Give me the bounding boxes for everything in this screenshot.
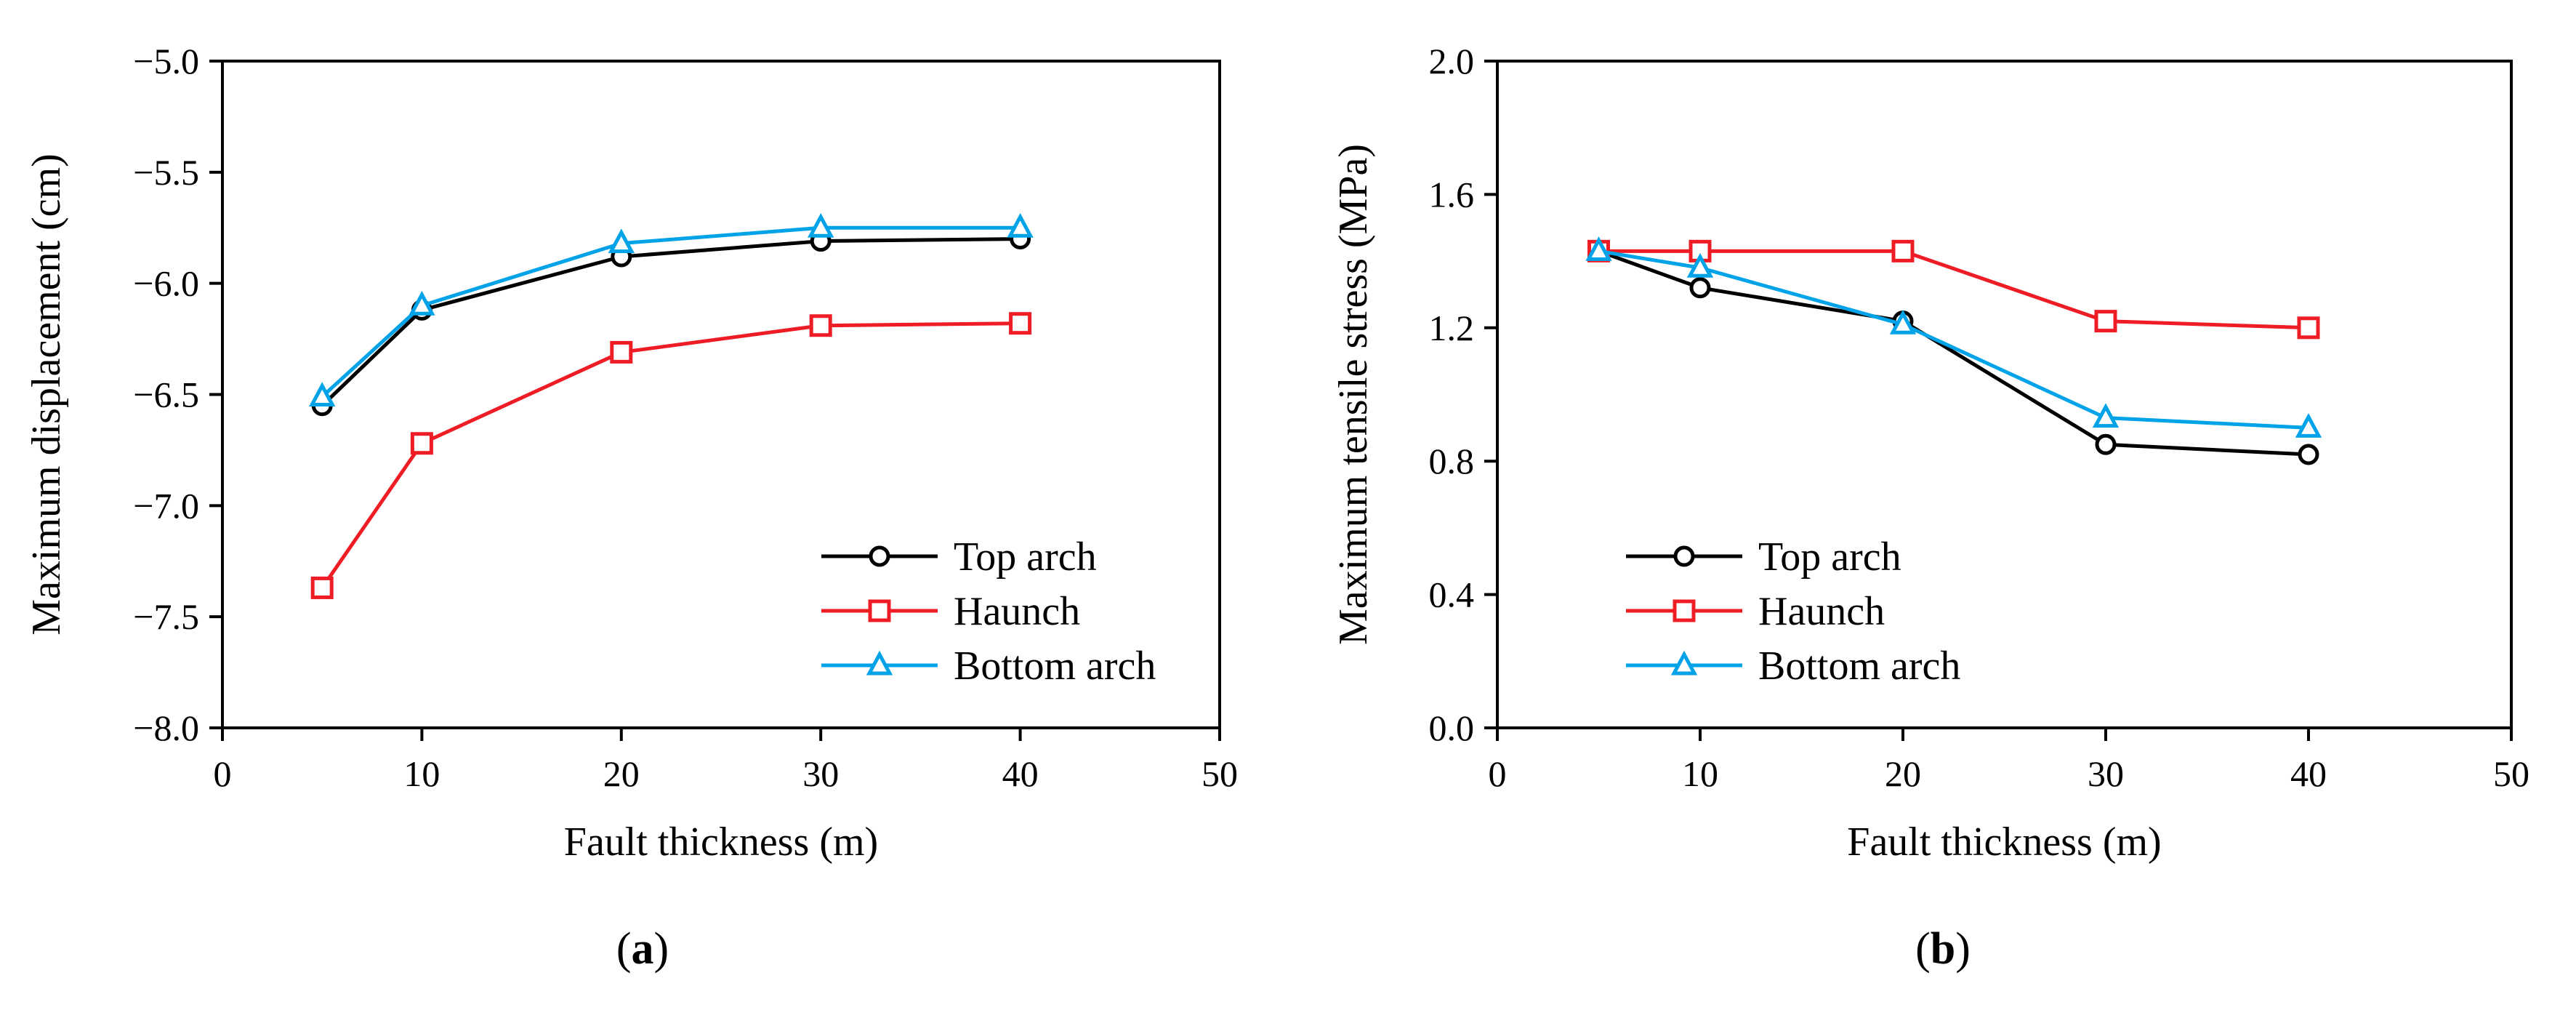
x-tick-label: 30 bbox=[2088, 753, 2124, 794]
x-tick-label: 50 bbox=[1202, 753, 1238, 794]
y-tick-label: 1.2 bbox=[1429, 308, 1475, 348]
y-tick-label: −6.0 bbox=[133, 263, 199, 304]
data-point-triangle bbox=[1889, 309, 1917, 334]
data-point-triangle bbox=[1585, 236, 1612, 261]
x-tick-label: 20 bbox=[1885, 753, 1921, 794]
x-tick-label: 40 bbox=[1002, 753, 1039, 794]
data-point-square bbox=[809, 314, 832, 337]
legend-marker-triangle bbox=[866, 650, 893, 676]
data-point-square bbox=[410, 432, 433, 455]
x-tick-label: 50 bbox=[2493, 753, 2529, 794]
y-tick-label: 0.0 bbox=[1429, 708, 1475, 748]
legend-label: Bottom arch bbox=[1758, 644, 1960, 689]
legend-label: Top arch bbox=[954, 534, 1097, 580]
data-point-triangle bbox=[2092, 403, 2120, 428]
caption-letter: a bbox=[632, 924, 654, 974]
x-axis-title: Fault thickness (m) bbox=[1847, 819, 2161, 865]
data-point-triangle bbox=[1686, 252, 1714, 278]
y-tick-label: −6.5 bbox=[133, 374, 199, 415]
data-point-triangle bbox=[408, 290, 435, 316]
series-line-triangle bbox=[1598, 249, 2309, 430]
caption-paren-close: ) bbox=[654, 924, 669, 974]
y-axis-title: Maximum displacement (cm) bbox=[24, 153, 69, 635]
y-tick-label: 2.0 bbox=[1429, 41, 1475, 81]
data-point-triangle bbox=[608, 228, 635, 254]
legend-marker-square bbox=[1673, 599, 1696, 622]
x-tick-label: 10 bbox=[1682, 753, 1718, 794]
panel-caption: (a) bbox=[616, 924, 669, 974]
x-tick-label: 10 bbox=[403, 753, 440, 794]
legend-marker-square bbox=[868, 599, 891, 622]
data-point-square bbox=[2297, 316, 2320, 340]
data-point-circle bbox=[1689, 277, 1711, 299]
caption-paren-open: ( bbox=[1915, 924, 1931, 974]
caption-letter: b bbox=[1931, 924, 1955, 974]
data-point-triangle bbox=[2295, 413, 2322, 438]
y-tick-label: 0.8 bbox=[1429, 441, 1475, 481]
data-point-square bbox=[2094, 310, 2117, 333]
data-point-triangle bbox=[1007, 212, 1034, 238]
y-tick-label: 1.6 bbox=[1429, 174, 1475, 215]
series-line-circle bbox=[321, 237, 1021, 407]
y-tick-label: −5.5 bbox=[133, 152, 199, 193]
x-axis-title: Fault thickness (m) bbox=[564, 819, 878, 865]
series-line-square bbox=[321, 321, 1021, 589]
data-point-square bbox=[1009, 312, 1032, 335]
x-tick-label: 40 bbox=[2290, 753, 2327, 794]
data-point-square bbox=[310, 576, 334, 599]
legend-label: Top arch bbox=[1758, 534, 1901, 580]
x-tick-label: 20 bbox=[603, 753, 640, 794]
data-point-triangle bbox=[309, 382, 336, 407]
y-tick-label: 0.4 bbox=[1429, 574, 1475, 615]
caption-paren-close: ) bbox=[1955, 924, 1971, 974]
caption-paren-open: ( bbox=[616, 924, 632, 974]
panel-caption: (b) bbox=[1915, 924, 1971, 974]
y-axis-title: Maximum tensile stress (MPa) bbox=[1331, 144, 1376, 645]
panel-a: 0 10 20 30 40 50 −8.0 −7.5 −7.0 −6.5 −6.0 −5.5 −5.0 F… bbox=[24, 41, 1238, 974]
legend-label: Bottom arch bbox=[954, 644, 1156, 689]
legend-marker-circle bbox=[869, 545, 890, 567]
legend-marker-triangle bbox=[1670, 650, 1698, 676]
y-tick-label: −7.5 bbox=[133, 596, 199, 637]
plot-frame bbox=[1496, 60, 2513, 729]
data-point-square bbox=[610, 340, 633, 364]
legend-label: Haunch bbox=[954, 589, 1080, 634]
x-tick-label: 30 bbox=[802, 753, 839, 794]
legend-marker-circle bbox=[1673, 545, 1695, 567]
y-tick-label: −8.0 bbox=[133, 708, 199, 748]
x-tick-label: 0 bbox=[214, 753, 232, 794]
legend-label: Haunch bbox=[1758, 589, 1885, 634]
data-point-triangle bbox=[808, 212, 834, 238]
x-tick-label: 0 bbox=[1489, 753, 1507, 794]
panel-b: 0 10 20 30 40 50 0.0 0.4 0.8 1.2 1.6 2.0 Fault thick… bbox=[1331, 41, 2529, 974]
y-tick-label: −5.0 bbox=[133, 41, 199, 81]
data-point-circle bbox=[2095, 433, 2117, 455]
data-point-circle bbox=[2298, 444, 2319, 465]
data-point-square bbox=[1891, 239, 1915, 262]
y-tick-label: −7.0 bbox=[133, 485, 199, 526]
